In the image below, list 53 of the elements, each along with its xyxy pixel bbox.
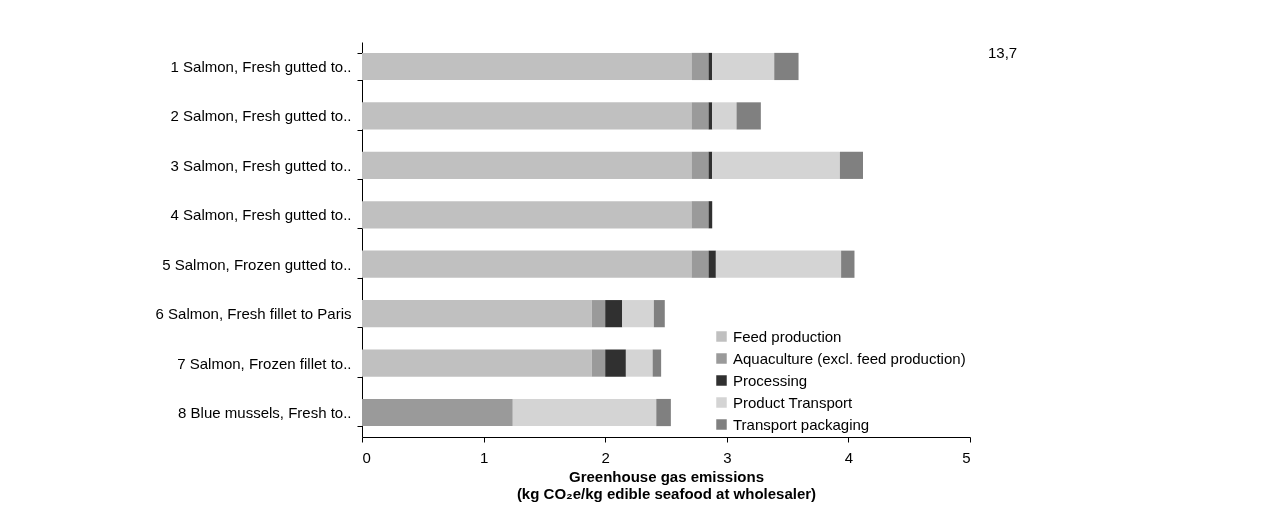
bar	[708, 250, 716, 278]
bar	[591, 349, 606, 377]
bar	[736, 102, 761, 130]
bar	[691, 102, 709, 130]
y-tick-label: 6 Salmon, Fresh fillet to Paris	[155, 305, 352, 323]
legend-label: Feed production	[733, 327, 842, 345]
y-tick-label: 1 Salmon, Fresh gutted to..	[170, 57, 352, 75]
bar	[652, 349, 662, 377]
x-tick-label: 5	[962, 448, 971, 466]
bar	[605, 349, 626, 377]
x-tick-label: 2	[601, 448, 610, 466]
bar	[591, 300, 606, 328]
bar	[712, 102, 737, 130]
x-tick-label: 3	[723, 448, 732, 466]
bar	[362, 151, 692, 179]
bar	[712, 52, 775, 81]
y-tick-label: 7 Salmon, Frozen fillet to..	[177, 354, 352, 372]
bar	[691, 250, 709, 278]
legend-label: Transport packaging	[733, 415, 870, 433]
text: 13,7	[988, 44, 1018, 61]
bar	[691, 151, 709, 179]
x-tick-label: 4	[844, 448, 854, 466]
legend-label: Processing	[733, 371, 808, 389]
bar	[362, 250, 692, 278]
bar	[715, 250, 842, 278]
bar	[362, 398, 513, 427]
bar	[362, 201, 692, 229]
bar	[362, 102, 692, 130]
y-tick-label: 4 Salmon, Fresh gutted to..	[170, 206, 352, 224]
y-tick-label: 2 Salmon, Fresh gutted to..	[170, 107, 352, 125]
bar	[622, 300, 654, 328]
y-tick-label: 8 Blue mussels, Fresh to..	[178, 404, 352, 422]
x-tick-label: 1	[479, 448, 489, 466]
bar	[653, 300, 665, 328]
bar	[691, 201, 709, 229]
legend-label: Aquaculture (excl. feed production)	[733, 349, 966, 367]
bar	[512, 398, 657, 427]
bar	[712, 151, 840, 179]
bar	[605, 300, 623, 328]
x-axis-title: Greenhouse gas emissions (kg CO₂e/kg edible seafood at wholesaler)	[516, 467, 817, 502]
bar	[625, 349, 653, 377]
bar	[774, 52, 799, 81]
bar	[362, 300, 592, 328]
bar	[656, 398, 671, 427]
x-tick-label: 0	[362, 448, 371, 466]
bar	[362, 349, 592, 377]
y-tick-label: 5 Salmon, Frozen gutted to..	[162, 255, 352, 273]
bar	[839, 151, 863, 179]
bar	[362, 52, 692, 81]
y-tick-label: 3 Salmon, Fresh gutted to..	[170, 156, 352, 174]
bar	[841, 250, 855, 278]
bar	[691, 52, 709, 81]
legend-label: Product Transport	[733, 393, 854, 411]
